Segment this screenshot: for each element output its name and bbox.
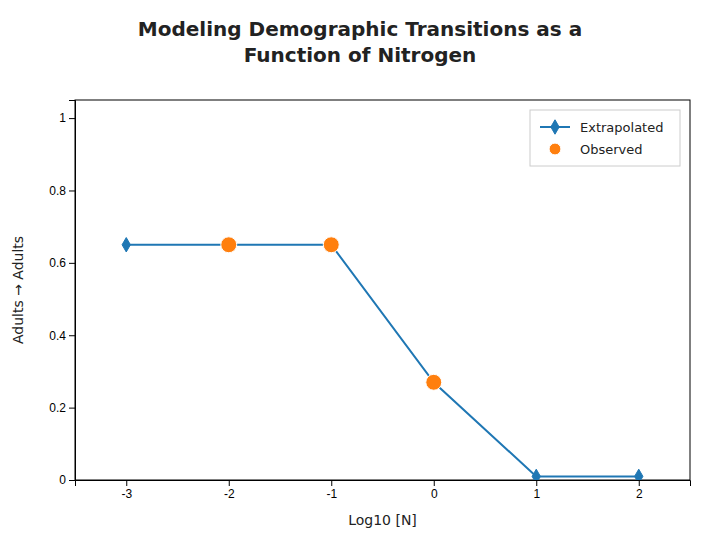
tick-mark [69,118,75,119]
point [426,374,442,390]
tick-mark [69,480,75,481]
y-axis: 0 0.2 0.4 0.6 0.8 1 [49,101,75,488]
tick-label: 0 [431,487,438,501]
tick: 0 [59,473,75,487]
x-axis: -3 -2 -1 0 1 2 [76,480,691,501]
plot-frame [75,100,690,480]
plot: -3 -2 -1 0 1 2 0 0.2 0.4 0.6 0.8 1 Log10 [N] Adults →… [10,100,691,528]
tick: 1 [533,480,540,501]
tick-label: 1 [59,111,66,125]
axis-domain [76,481,691,487]
tick-label: 0.2 [49,401,66,415]
tick: 0.4 [49,329,75,343]
marker [122,238,130,252]
tick-mark [331,480,332,486]
y-axis-label: Adults → Adults [10,236,26,344]
marker [532,469,540,480]
title-line: Function of Nitrogen [244,43,477,67]
tick-label: 2 [636,487,643,501]
title-line: Modeling Demographic Transitions as a [138,17,582,41]
legend-marker [549,143,561,155]
tick-mark [229,480,230,486]
series [221,237,442,390]
title: Modeling Demographic Transitions as aFun… [138,17,582,67]
tick: 0.2 [49,401,75,415]
point [323,237,339,253]
marker [635,469,643,480]
line [126,245,639,477]
tick-label: -1 [326,487,337,501]
tick-label: 1 [533,487,540,501]
marks [122,237,643,480]
tick: 2 [636,480,643,501]
tick: -2 [224,480,235,501]
legend-box [530,110,680,166]
tick-mark [69,190,75,191]
axis-domain [69,101,76,481]
tick: 1 [59,111,75,125]
legend-label: Observed [580,142,643,157]
tick-label: -2 [224,487,235,501]
tick-label: 0.4 [49,329,66,343]
tick-mark [126,480,127,486]
tick: -3 [121,480,132,501]
point [221,237,237,253]
legend: Extrapolated Observed [530,110,680,166]
chart: Modeling Demographic Transitions as aFun… [0,0,720,540]
tick-mark [639,480,640,486]
tick-mark [69,408,75,409]
tick-label: 0.8 [49,184,66,198]
tick-mark [434,480,435,486]
tick: -1 [326,480,337,501]
tick-mark [69,263,75,264]
legend-item: Extrapolated [540,120,663,135]
tick-mark [536,480,537,486]
tick-label: -3 [121,487,132,501]
legend-label: Extrapolated [580,120,663,135]
tick: 0 [431,480,438,501]
tick: 0.8 [49,184,75,198]
tick-label: 0.6 [49,256,66,270]
x-axis-label: Log10 [N] [348,512,417,528]
legend-marker [551,120,559,134]
tick-label: 0 [59,473,66,487]
tick-mark [69,335,75,336]
series [122,238,643,480]
tick: 0.6 [49,256,75,270]
legend-item: Observed [549,142,642,157]
